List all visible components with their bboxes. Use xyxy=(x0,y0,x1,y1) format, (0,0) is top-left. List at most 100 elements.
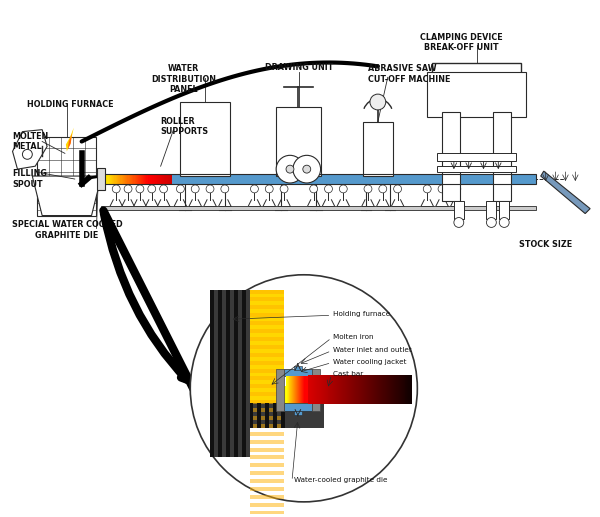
Bar xyxy=(286,386,287,404)
Bar xyxy=(454,201,464,219)
Bar xyxy=(316,386,317,404)
Bar xyxy=(442,112,460,201)
Bar xyxy=(410,375,412,404)
Bar xyxy=(297,386,298,404)
Bar xyxy=(291,386,292,404)
Bar xyxy=(281,403,285,428)
Bar xyxy=(116,174,117,184)
Bar xyxy=(250,369,284,373)
Circle shape xyxy=(190,275,418,502)
Bar xyxy=(363,375,364,404)
Bar xyxy=(370,375,371,404)
Bar xyxy=(172,174,536,184)
Bar xyxy=(126,174,128,184)
Bar xyxy=(358,375,359,404)
Bar xyxy=(106,174,107,184)
Bar xyxy=(349,375,350,404)
Bar xyxy=(375,375,376,404)
Bar xyxy=(317,386,319,404)
Text: SPECIAL WATER COOLED
GRAPHITE DIE: SPECIAL WATER COOLED GRAPHITE DIE xyxy=(11,220,122,240)
Bar xyxy=(302,386,303,404)
Bar xyxy=(351,375,352,404)
Text: Cast bar: Cast bar xyxy=(334,371,364,376)
Bar xyxy=(314,386,316,404)
Bar xyxy=(250,290,284,403)
Bar xyxy=(311,386,312,404)
Bar xyxy=(432,63,521,112)
Bar xyxy=(437,154,516,161)
Bar xyxy=(250,503,284,507)
Bar xyxy=(374,375,375,404)
Text: DRAWING UNIT: DRAWING UNIT xyxy=(265,63,333,71)
Bar xyxy=(293,386,294,404)
Bar xyxy=(104,174,105,184)
Polygon shape xyxy=(68,133,72,149)
Bar xyxy=(311,375,312,404)
Bar xyxy=(331,375,332,404)
Bar xyxy=(164,174,166,184)
Bar xyxy=(111,174,112,184)
Bar xyxy=(312,375,313,404)
Bar xyxy=(303,386,304,404)
Bar xyxy=(367,375,368,404)
Bar xyxy=(309,375,310,404)
Bar xyxy=(307,386,308,404)
Bar xyxy=(320,375,322,404)
Bar xyxy=(149,174,150,184)
Polygon shape xyxy=(32,176,101,216)
Bar xyxy=(310,375,311,404)
Bar xyxy=(313,375,314,404)
Bar xyxy=(287,386,288,404)
Bar xyxy=(381,375,382,404)
Bar xyxy=(250,306,284,309)
Bar xyxy=(250,376,284,381)
Circle shape xyxy=(499,218,509,227)
Bar xyxy=(284,403,312,411)
Bar xyxy=(368,375,369,404)
Bar xyxy=(345,375,346,404)
Bar xyxy=(290,386,291,404)
Bar xyxy=(328,375,329,404)
Bar xyxy=(392,375,394,404)
Text: MOLTEN
METAL: MOLTEN METAL xyxy=(13,132,49,151)
Circle shape xyxy=(379,185,387,193)
Text: ABRASIVE SAW
CUT-OFF MACHINE: ABRASIVE SAW CUT-OFF MACHINE xyxy=(368,65,451,84)
Text: ROLLER
SUPPORTS: ROLLER SUPPORTS xyxy=(161,117,209,136)
Bar xyxy=(319,375,320,404)
Bar xyxy=(323,375,325,404)
Bar xyxy=(107,174,109,184)
Bar xyxy=(242,290,245,458)
Bar xyxy=(250,487,284,491)
Bar xyxy=(250,353,284,357)
Bar xyxy=(347,375,348,404)
Text: CLAMPING DEVICE
BREAK-OFF UNIT: CLAMPING DEVICE BREAK-OFF UNIT xyxy=(421,33,503,52)
Bar xyxy=(388,375,389,404)
Text: Molten iron: Molten iron xyxy=(334,334,374,340)
Bar xyxy=(389,375,390,404)
Bar xyxy=(409,375,410,404)
Bar xyxy=(288,386,289,404)
Text: FILLING
SPOUT: FILLING SPOUT xyxy=(13,169,47,189)
Circle shape xyxy=(370,94,386,110)
Bar xyxy=(365,375,366,404)
Bar xyxy=(309,386,310,404)
Bar xyxy=(166,174,167,184)
Bar xyxy=(312,386,313,404)
Bar xyxy=(357,375,358,404)
Bar xyxy=(364,375,365,404)
Bar xyxy=(329,375,331,404)
Circle shape xyxy=(191,185,199,193)
Bar xyxy=(257,403,262,428)
Bar xyxy=(401,375,403,404)
Circle shape xyxy=(22,149,32,159)
Bar xyxy=(322,386,323,404)
Bar xyxy=(344,375,345,404)
Bar xyxy=(127,174,129,184)
Circle shape xyxy=(280,185,288,193)
Polygon shape xyxy=(541,171,590,214)
Bar xyxy=(387,375,388,404)
Bar xyxy=(210,290,214,458)
Bar xyxy=(250,432,284,436)
Bar xyxy=(139,174,140,184)
Bar xyxy=(366,375,367,404)
